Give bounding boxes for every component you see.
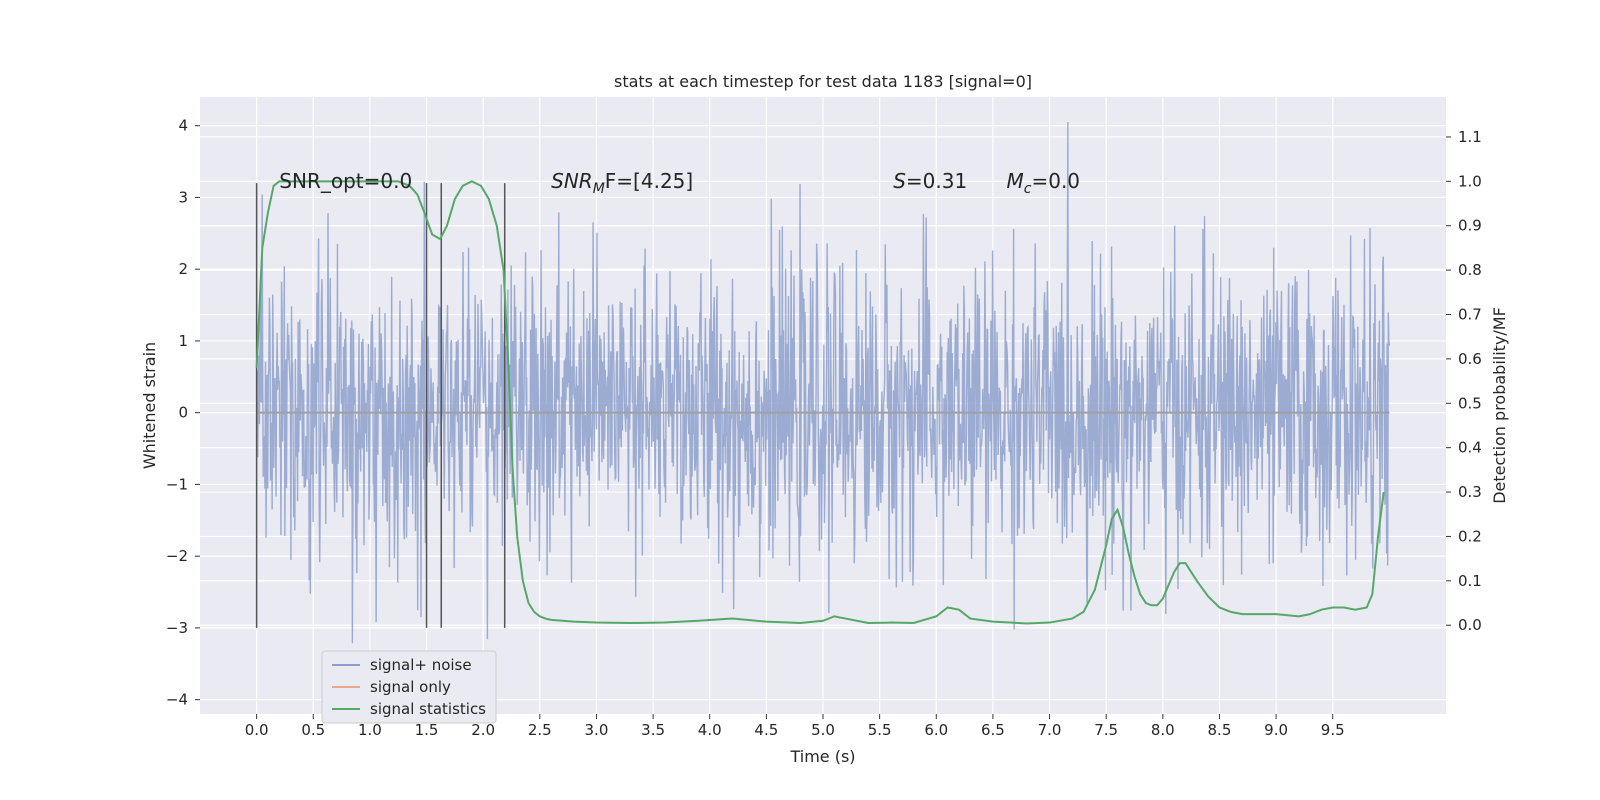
vertical-markers [255, 183, 506, 628]
y-right-tick-label: 0.2 [1458, 527, 1482, 545]
x-axis-ticks: 0.0 0.5 1.0 1.5 2.0 2.5 3.0 3.5 4.0 4.5 5.0 5.5 6.0 6… [245, 714, 1345, 739]
x-tick-label: 7.0 [1038, 721, 1062, 739]
y-tick-label: 0 [178, 404, 188, 422]
y-right-tick-label: 0.7 [1458, 306, 1482, 324]
signal-statistics-series [255, 180, 1385, 625]
legend-label-signal-only: signal only [370, 678, 451, 696]
legend-label-signal-plus-noise: signal+ noise [370, 656, 472, 674]
y-right-axis-ticks: 1.1 1.0 0.9 0.8 0.7 0.6 0.5 0.4 0.3 0.2 0.1 0.0 [1446, 128, 1482, 634]
y-right-tick-label: 0.1 [1458, 572, 1482, 590]
x-tick-label: 0.5 [301, 721, 325, 739]
y-axis-ticks: 4 3 2 1 0 −1 −2 −3 −4 [166, 117, 200, 709]
y-tick-label: 4 [178, 117, 188, 135]
legend-label-signal-statistics: signal statistics [370, 700, 486, 718]
annotation-snr-mf: SNRMF=[4.25] [551, 169, 693, 197]
annotation-mc-value: Mc=0.0 [1007, 169, 1081, 197]
y-tick-label: −3 [166, 619, 188, 637]
x-tick-label: 2.5 [528, 721, 552, 739]
x-tick-label: 7.5 [1094, 721, 1118, 739]
x-tick-label: 4.5 [754, 721, 778, 739]
x-tick-label: 1.5 [415, 721, 439, 739]
x-tick-label: 5.5 [868, 721, 892, 739]
y-right-tick-label: 0.4 [1458, 439, 1482, 457]
x-tick-label: 6.5 [981, 721, 1005, 739]
y-tick-label: 1 [178, 332, 188, 350]
x-tick-label: 4.0 [698, 721, 722, 739]
x-tick-label: 6.0 [924, 721, 948, 739]
y-tick-label: 2 [178, 260, 188, 278]
signal-plus-noise-series [255, 122, 1391, 644]
y-tick-label: −1 [166, 475, 188, 493]
x-tick-label: 0.0 [245, 721, 269, 739]
x-tick-label: 2.0 [471, 721, 495, 739]
x-tick-label: 3.0 [585, 721, 609, 739]
legend-box [321, 650, 497, 724]
annotation-snr-opt: SNR_opt=0.0 [279, 169, 412, 193]
signal-plus-noise-line [255, 122, 1391, 644]
x-tick-label: 9.0 [1264, 721, 1288, 739]
y-right-tick-label: 0.5 [1458, 394, 1482, 412]
x-tick-label: 9.5 [1321, 721, 1345, 739]
y-tick-label: −4 [166, 691, 188, 709]
y-tick-label: 3 [178, 188, 188, 206]
y-right-tick-label: 0.8 [1458, 261, 1482, 279]
x-tick-label: 3.5 [641, 721, 665, 739]
signal-statistics-line [255, 180, 1385, 625]
chart-title: stats at each timestep for test data 118… [614, 72, 1032, 91]
y-right-tick-label: 0.6 [1458, 350, 1482, 368]
x-axis-label: Time (s) [789, 747, 855, 766]
x-tick-label: 1.0 [358, 721, 382, 739]
y-right-tick-label: 0.3 [1458, 483, 1482, 501]
annotation-s-value: S=0.31 [893, 169, 967, 193]
y-axis-label: Whitened strain [140, 342, 159, 469]
y-right-axis-label: Detection probability/MF [1490, 307, 1509, 504]
y-tick-label: −2 [166, 547, 188, 565]
x-tick-label: 5.0 [811, 721, 835, 739]
annotations: SNR_opt=0.0 SNRMF=[4.25] S=0.31 Mc=0.0 [279, 169, 1080, 197]
x-tick-label: 8.0 [1151, 721, 1175, 739]
y-right-tick-label: 0.0 [1458, 616, 1482, 634]
legend: signal+ noise signal only signal statist… [321, 650, 497, 724]
x-tick-label: 8.5 [1208, 721, 1232, 739]
y-right-tick-label: 1.1 [1458, 128, 1482, 146]
y-right-tick-label: 0.9 [1458, 217, 1482, 235]
y-right-tick-label: 1.0 [1458, 172, 1482, 190]
